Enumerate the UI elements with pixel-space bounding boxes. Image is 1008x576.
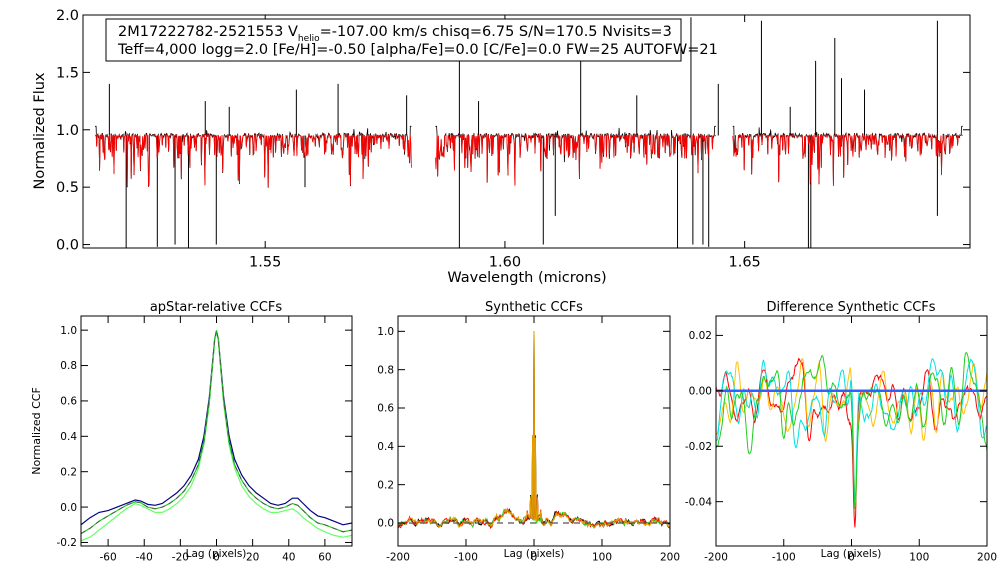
- synthetic-ccf-ytick-label: 1.0: [377, 326, 394, 338]
- apstar-ccf-ytick-label: 0.8: [60, 360, 77, 372]
- spectrum-xtick-label: 1.60: [489, 255, 521, 271]
- spectrum-ytick-label: 0.5: [56, 180, 79, 196]
- apstar-ccf-ytick-label: -0.2: [57, 537, 78, 549]
- difference-ccf-ytick-label: -0.02: [685, 441, 712, 453]
- ccf-lightgreen-line: [81, 331, 352, 542]
- apstar-ccf-ytick-label: 0.4: [60, 431, 77, 443]
- synthetic-ccf-xtick-label: 200: [660, 552, 680, 564]
- difference-ccf-ytick-label: 0.00: [689, 385, 712, 397]
- difference-ccf-ticks: -200 -100 0 100 200 -0.04 -0.02 0.00 0.02: [685, 316, 997, 564]
- info-box: [105, 18, 682, 62]
- apstar-ccf-xtick-label: 20: [246, 552, 259, 564]
- synthetic-ccf-xtick-label: 100: [592, 552, 612, 564]
- apstar-ccf-ytick-label: 0.6: [60, 396, 77, 408]
- synthetic-ccf-panel: -200 -100 0 100 200 0.0 0.2 0.4 0.6 0.8 1.0 Synthe…: [377, 300, 680, 564]
- synthetic-ccf-ytick-label: 0.4: [377, 441, 394, 453]
- difference-ccf-xtick-label: 100: [909, 552, 929, 564]
- synthetic-ccf-series-group: [398, 331, 670, 530]
- ccf-green-line: [81, 330, 352, 535]
- apstar-ccf-panel: -60 -40 -20 0 20 40 60 -0.2 0.0 0.2 0.4 0.6 0.8 1.0 a…: [30, 300, 353, 564]
- spectrum-series-group: [94, 17, 963, 248]
- spectrum-ytick-label: 1.5: [56, 65, 79, 81]
- syn-orange-line: [398, 331, 670, 529]
- synthetic-ccf-ytick-label: 0.2: [377, 479, 394, 491]
- spectrum-xtick-label: 1.55: [249, 255, 281, 271]
- difference-ccf-panel: -200 -100 0 100 200 -0.04 -0.02 0.00 0.02 Differ…: [685, 300, 997, 564]
- apstar-ccf-xlabel: Lag (pixels): [186, 548, 247, 560]
- apstar-ccf-clip-group: [81, 330, 352, 542]
- apstar-ccf-title: apStar-relative CCFs: [150, 300, 283, 315]
- synthetic-ccf-ytick-label: 0.8: [377, 364, 394, 376]
- spectrum-ytick-label: 0.0: [56, 238, 79, 254]
- spectrum-xtick-label: 1.65: [729, 255, 761, 271]
- info-line-2: Teff=4,000 logg=2.0 [Fe/H]=-0.50 [alpha/…: [117, 42, 718, 58]
- spectrum-frame: [82, 14, 971, 249]
- synthetic-ccf-xtick-label: 0: [531, 552, 538, 564]
- difference-ccf-xtick-label: 200: [977, 552, 997, 564]
- difference-ccf-xtick-label: -200: [704, 552, 728, 564]
- difference-ccf-xtick-label: 0: [848, 552, 855, 564]
- apstar-ccf-xtick-label: -40: [136, 552, 153, 564]
- apstar-ccf-xtick-label: 40: [282, 552, 295, 564]
- difference-ccf-ytick-label: 0.02: [689, 330, 712, 342]
- info-line-1: 2M17222782-2521553 Vhelio=-107.00 km/s c…: [118, 24, 672, 44]
- diff-cyan-line: [716, 358, 987, 500]
- spectrum-ylabel: Normalized Flux: [32, 72, 48, 189]
- synthetic-ccf-xtick-label: -200: [386, 552, 410, 564]
- apstar-ccf-ytick-label: 0.2: [60, 466, 77, 478]
- synthetic-ccf-ytick-label: 0.6: [377, 403, 394, 415]
- apstar-ccf-ylabel: Normalized CCF: [30, 387, 43, 475]
- spectrum-ticks: 1.55 1.60 1.65 0.0 0.5 1.0 1.5 2.0: [56, 8, 970, 271]
- synthetic-ccf-ytick-label: 0.0: [377, 518, 394, 530]
- synthetic-ccf-ticks: -200 -100 0 100 200 0.0 0.2 0.4 0.6 0.8 1.0: [377, 316, 680, 564]
- apstar-ccf-ytick-label: 1.0: [60, 325, 77, 337]
- spectrum-xlabel: Wavelength (microns): [447, 270, 606, 286]
- apstar-ccf-xtick-label: 60: [318, 552, 331, 564]
- difference-ccf-xlabel: Lag (pixels): [821, 548, 882, 560]
- ccf-dashed-line: [81, 330, 352, 535]
- difference-ccf-title: Difference Synthetic CCFs: [766, 300, 935, 315]
- difference-ccf-xtick-label: -100: [772, 552, 796, 564]
- synthetic-ccf-xlabel: Lag (pixels): [504, 548, 565, 560]
- synthetic-ccf-xtick-label: -100: [454, 552, 478, 564]
- spectrum-clip-group: [94, 17, 963, 248]
- apstar-ccf-ytick-label: 0.0: [60, 502, 77, 514]
- synthetic-ccf-clip-group: [398, 331, 670, 530]
- difference-ccf-clip-group: [716, 352, 987, 528]
- difference-ccf-ytick-label: -0.04: [685, 496, 712, 508]
- spectrum-ytick-label: 1.0: [56, 123, 79, 139]
- apstar-ccf-series-group: [81, 330, 352, 542]
- synthetic-ccf-title: Synthetic CCFs: [485, 300, 583, 315]
- spectrum-model-line: [94, 133, 963, 187]
- ccf-navy-line: [81, 331, 352, 526]
- apstar-ccf-xtick-label: -20: [172, 552, 189, 564]
- spectrum-panel: 1.55 1.60 1.65 0.0 0.5 1.0 1.5 2.0 2M17222782-2…: [32, 8, 971, 286]
- apstar-ccf-xtick-label: 0: [213, 552, 220, 564]
- apstar-ccf-xtick-label: -60: [100, 552, 117, 564]
- diff-green-line: [716, 352, 987, 510]
- spectrum-ytick-label: 2.0: [56, 8, 79, 24]
- apstar-ccf-ticks: -60 -40 -20 0 20 40 60 -0.2 0.0 0.2 0.4 0.6 0.8 1.0: [57, 316, 352, 564]
- difference-ccf-series-group: [716, 352, 987, 528]
